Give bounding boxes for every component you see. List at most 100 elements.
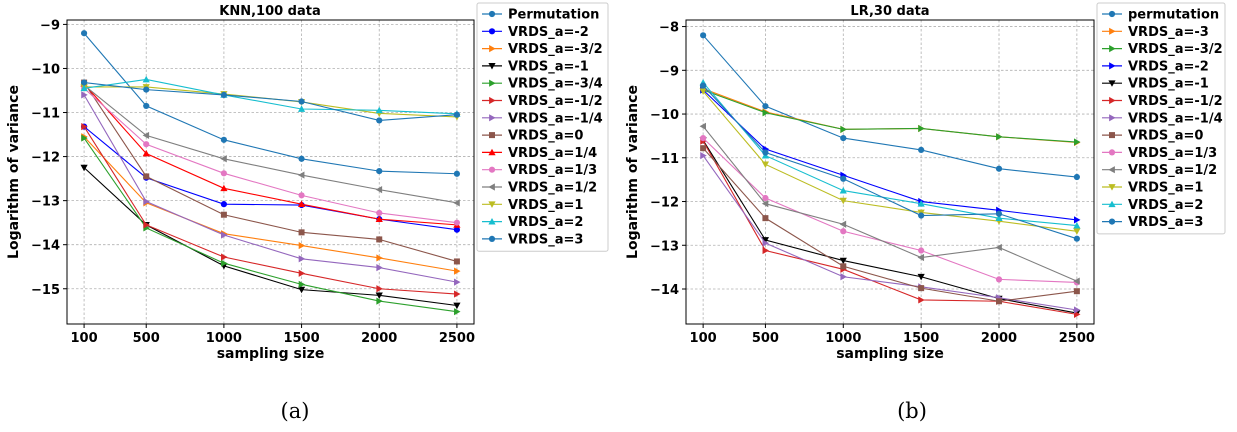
series-line — [702, 88, 1077, 144]
data-point — [143, 141, 150, 148]
data-point — [918, 212, 925, 219]
data-point — [839, 257, 847, 265]
data-point — [762, 239, 770, 247]
data-point — [995, 276, 1003, 283]
legend-label: VRDS_a=-2 — [1128, 59, 1209, 74]
data-point — [918, 285, 925, 292]
x-tick-label: 500 — [133, 331, 160, 346]
series-line — [702, 89, 1077, 221]
data-point — [918, 146, 925, 154]
data-point — [376, 254, 383, 262]
series-Permutation — [80, 30, 461, 177]
legend-item: VRDS_a=-2 — [482, 25, 589, 40]
data-point — [454, 290, 461, 298]
legend-marker — [1108, 10, 1116, 18]
data-point — [297, 171, 305, 179]
legend-marker — [1108, 166, 1115, 174]
data-point — [840, 273, 847, 281]
x-tick-label: 100 — [690, 331, 717, 346]
data-point — [762, 103, 769, 110]
legend-marker — [1109, 96, 1116, 105]
legend-label: VRDS_a=3 — [508, 232, 583, 247]
series-line — [83, 167, 457, 307]
x-tick-label: 2500 — [439, 331, 475, 346]
legend-label: VRDS_a=1/3 — [1128, 146, 1217, 161]
series-line — [83, 126, 457, 295]
y-axis-label: Logarithm of variance — [6, 85, 22, 259]
legend-label: VRDS_a=1/3 — [508, 163, 597, 178]
series-line — [702, 125, 1078, 282]
legend-label: VRDS_a=-1 — [1128, 77, 1209, 92]
data-point — [375, 106, 383, 114]
y-tick-label: −11 — [31, 107, 60, 122]
x-tick-label: 2000 — [361, 331, 397, 346]
data-point — [81, 91, 88, 99]
legend: permutation VRDS_a=-3 VRDS_a=-3/2 VRDS_a=-2… — [1096, 2, 1226, 235]
data-point — [80, 84, 88, 92]
data-point — [80, 79, 88, 86]
data-point — [762, 149, 769, 156]
x-tick-label: 500 — [752, 331, 779, 346]
series-line — [83, 82, 458, 262]
data-point — [375, 215, 383, 223]
series-line — [702, 147, 1077, 302]
legend-label: VRDS_a=1/2 — [1128, 163, 1217, 178]
data-point — [918, 124, 925, 133]
legend-label: VRDS_a=3 — [1128, 215, 1203, 230]
data-point — [376, 297, 383, 305]
data-point — [143, 221, 150, 229]
y-tick-label: −9 — [40, 18, 60, 33]
series-line — [702, 139, 1077, 314]
data-point — [143, 102, 150, 110]
data-point — [995, 165, 1003, 172]
series-VRDS_a=-3/2 — [700, 86, 1081, 146]
legend-item: VRDS_a=-1/4 — [1102, 111, 1223, 126]
legend-item: VRDS_a=3 — [1102, 215, 1203, 230]
data-point — [761, 200, 769, 208]
legend-label: VRDS_a=1/4 — [508, 146, 597, 161]
legend-marker — [488, 218, 496, 225]
data-point — [454, 278, 461, 286]
data-point — [221, 253, 228, 261]
data-point — [453, 302, 461, 310]
chart-panel-a: 100 500 1000 1500 2000 2500 −15 −14 −13 −12 −11 −10… — [6, 2, 609, 423]
data-point — [297, 286, 306, 294]
data-point — [996, 133, 1003, 141]
data-point — [220, 211, 227, 218]
y-tick-label: −13 — [650, 239, 679, 254]
series-line — [83, 84, 458, 204]
data-point — [298, 155, 305, 162]
legend: Permutation VRDS_a=-2 VRDS_a=-3/2 VRDS_a=-1… — [476, 2, 609, 252]
legend-item: VRDS_a=1/3 — [1102, 146, 1217, 161]
data-point — [375, 186, 383, 194]
x-axis-label: sampling size — [217, 346, 325, 362]
data-point — [762, 246, 770, 255]
data-point — [220, 184, 228, 192]
data-point — [298, 192, 305, 199]
data-point — [917, 273, 925, 281]
series-VRDS_a=1 — [80, 84, 461, 121]
legend-item: VRDS_a=-1 — [482, 59, 589, 74]
series-line — [84, 78, 457, 115]
chart-title: KNN,100 data — [219, 4, 321, 19]
y-tick-label: −8 — [659, 21, 679, 36]
series-line — [702, 85, 1078, 240]
legend-item: VRDS_a=-1/4 — [482, 111, 603, 126]
data-point — [453, 199, 460, 207]
y-tick-label: −11 — [650, 152, 679, 167]
legend-item: VRDS_a=-1/2 — [482, 94, 603, 109]
data-point — [699, 122, 707, 130]
series-VRDS_a=-1/2 — [81, 123, 461, 298]
data-point — [220, 155, 227, 163]
legend-label: VRDS_a=1 — [1128, 181, 1203, 196]
series-line — [83, 136, 458, 272]
data-point — [1073, 277, 1080, 285]
legend-label: VRDS_a=-1/2 — [1128, 94, 1223, 109]
series-line — [702, 155, 1077, 311]
data-point — [1073, 306, 1081, 314]
data-point — [995, 210, 1003, 217]
x-tick-label: 1500 — [903, 331, 939, 346]
legend-item: VRDS_a=1/4 — [482, 146, 597, 161]
legend-item: VRDS_a=-3/4 — [482, 77, 603, 92]
